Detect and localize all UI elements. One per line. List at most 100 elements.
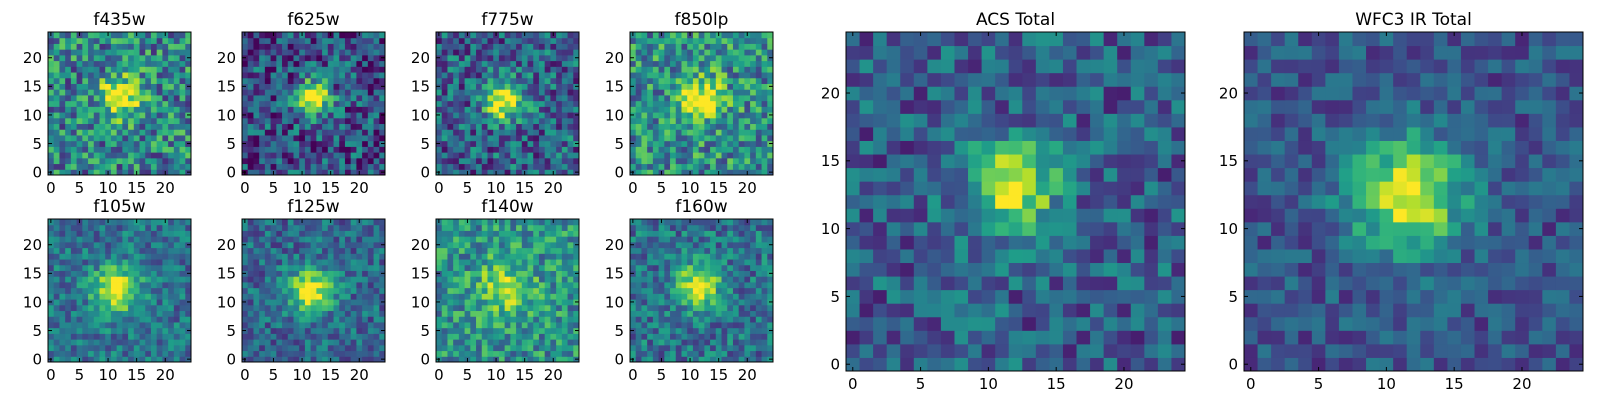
pixel-cell xyxy=(750,117,757,125)
pixel-cell xyxy=(139,241,146,249)
pixel-cell xyxy=(344,350,352,357)
pixel-cell xyxy=(264,140,272,147)
pixel-cell xyxy=(88,276,95,283)
pixel-cell xyxy=(498,163,506,170)
pixel-cell xyxy=(675,134,682,142)
pixel-cell xyxy=(53,224,60,231)
pixel-cell xyxy=(93,32,100,39)
pixel-cell xyxy=(168,321,175,329)
pixel-cell xyxy=(573,129,580,136)
pixel-cell xyxy=(641,77,648,84)
pixel-cell xyxy=(675,100,682,107)
pixel-cell xyxy=(453,129,460,136)
pixel-cell xyxy=(538,327,546,334)
pixel-cell xyxy=(567,219,574,226)
pixel-cell xyxy=(544,247,551,254)
pixel-cell xyxy=(270,83,277,90)
pixel-cell xyxy=(287,54,294,62)
pixel-cell xyxy=(150,293,158,300)
pixel-cell xyxy=(556,134,563,142)
pixel-cell xyxy=(738,356,745,363)
pixel-cell xyxy=(470,169,477,176)
pixel-cell xyxy=(704,89,711,96)
pixel-cell xyxy=(658,140,665,147)
pixel-cell xyxy=(561,316,569,323)
pixel-cell xyxy=(504,163,511,170)
pixel-cell xyxy=(168,157,175,165)
pixel-cell xyxy=(510,66,517,73)
pixel-cell xyxy=(287,344,294,352)
pixel-cell xyxy=(316,270,323,277)
pixel-cell xyxy=(316,224,323,231)
pixel-cell xyxy=(65,224,72,231)
pixel-cell xyxy=(253,129,260,136)
pixel-cell xyxy=(367,287,375,294)
pixel-cell xyxy=(333,77,340,84)
pixel-cell xyxy=(436,77,443,84)
pixel-cell xyxy=(53,287,60,294)
pixel-cell xyxy=(339,66,346,73)
pixel-cell xyxy=(270,100,277,107)
pixel-cell xyxy=(116,253,123,260)
pixel-cell xyxy=(447,89,454,96)
pixel-cell xyxy=(339,247,346,254)
pixel-cell xyxy=(379,117,386,125)
pixel-cell xyxy=(333,327,340,334)
pixel-cell xyxy=(139,146,146,153)
y-tick-label: 5 xyxy=(614,135,624,153)
pixel-cell xyxy=(556,236,563,243)
pixel-cell xyxy=(156,54,163,62)
pixel-cell xyxy=(738,134,745,142)
pixel-cell xyxy=(635,66,642,73)
pixel-cell xyxy=(287,146,294,153)
pixel-cell xyxy=(658,299,665,306)
pixel-cell xyxy=(573,293,580,300)
pixel-cell xyxy=(367,293,375,300)
pixel-cell xyxy=(641,304,648,312)
pixel-cell xyxy=(670,152,677,159)
pixel-cell xyxy=(573,106,580,113)
pixel-cell xyxy=(652,146,660,153)
pixel-cell xyxy=(59,152,66,159)
pixel-cell xyxy=(65,236,72,243)
pixel-cell xyxy=(652,66,660,73)
pixel-cell xyxy=(99,32,106,39)
pixel-cell xyxy=(310,310,317,317)
pixel-cell xyxy=(310,281,317,289)
pixel-cell xyxy=(498,230,506,237)
pixel-cell xyxy=(110,60,118,67)
x-tick-label: 20 xyxy=(156,366,175,384)
pixel-cell xyxy=(441,236,448,243)
pixel-cell xyxy=(721,100,728,107)
pixel-cell xyxy=(82,259,89,266)
pixel-cell xyxy=(110,230,118,237)
pixel-cell xyxy=(715,327,723,334)
pixel-cell xyxy=(544,241,551,249)
pixel-cell xyxy=(373,100,380,107)
pixel-cell xyxy=(367,49,375,56)
pixel-cell xyxy=(373,163,380,170)
pixel-cell xyxy=(498,100,506,107)
pixel-cell xyxy=(681,310,688,317)
pixel-cell xyxy=(516,270,523,277)
pixel-cell xyxy=(453,247,460,254)
pixel-cell xyxy=(367,72,375,79)
pixel-cell xyxy=(133,54,141,62)
pixel-cell xyxy=(487,224,494,231)
pixel-cell xyxy=(550,72,557,79)
pixel-cell xyxy=(641,327,648,334)
pixel-cell xyxy=(253,117,260,125)
pixel-cell xyxy=(441,356,448,363)
pixel-cell xyxy=(344,72,352,79)
pixel-cell xyxy=(721,106,728,113)
pixel-cell xyxy=(122,321,129,329)
pixel-cell xyxy=(116,83,123,90)
pixel-cell xyxy=(316,43,323,50)
pixel-cell xyxy=(744,37,751,44)
pixel-cell xyxy=(139,77,146,84)
pixel-cell xyxy=(521,333,529,340)
pixel-cell xyxy=(116,157,123,165)
pixel-cell xyxy=(253,54,260,62)
pixel-cell xyxy=(470,327,477,334)
pixel-cell xyxy=(139,83,146,90)
